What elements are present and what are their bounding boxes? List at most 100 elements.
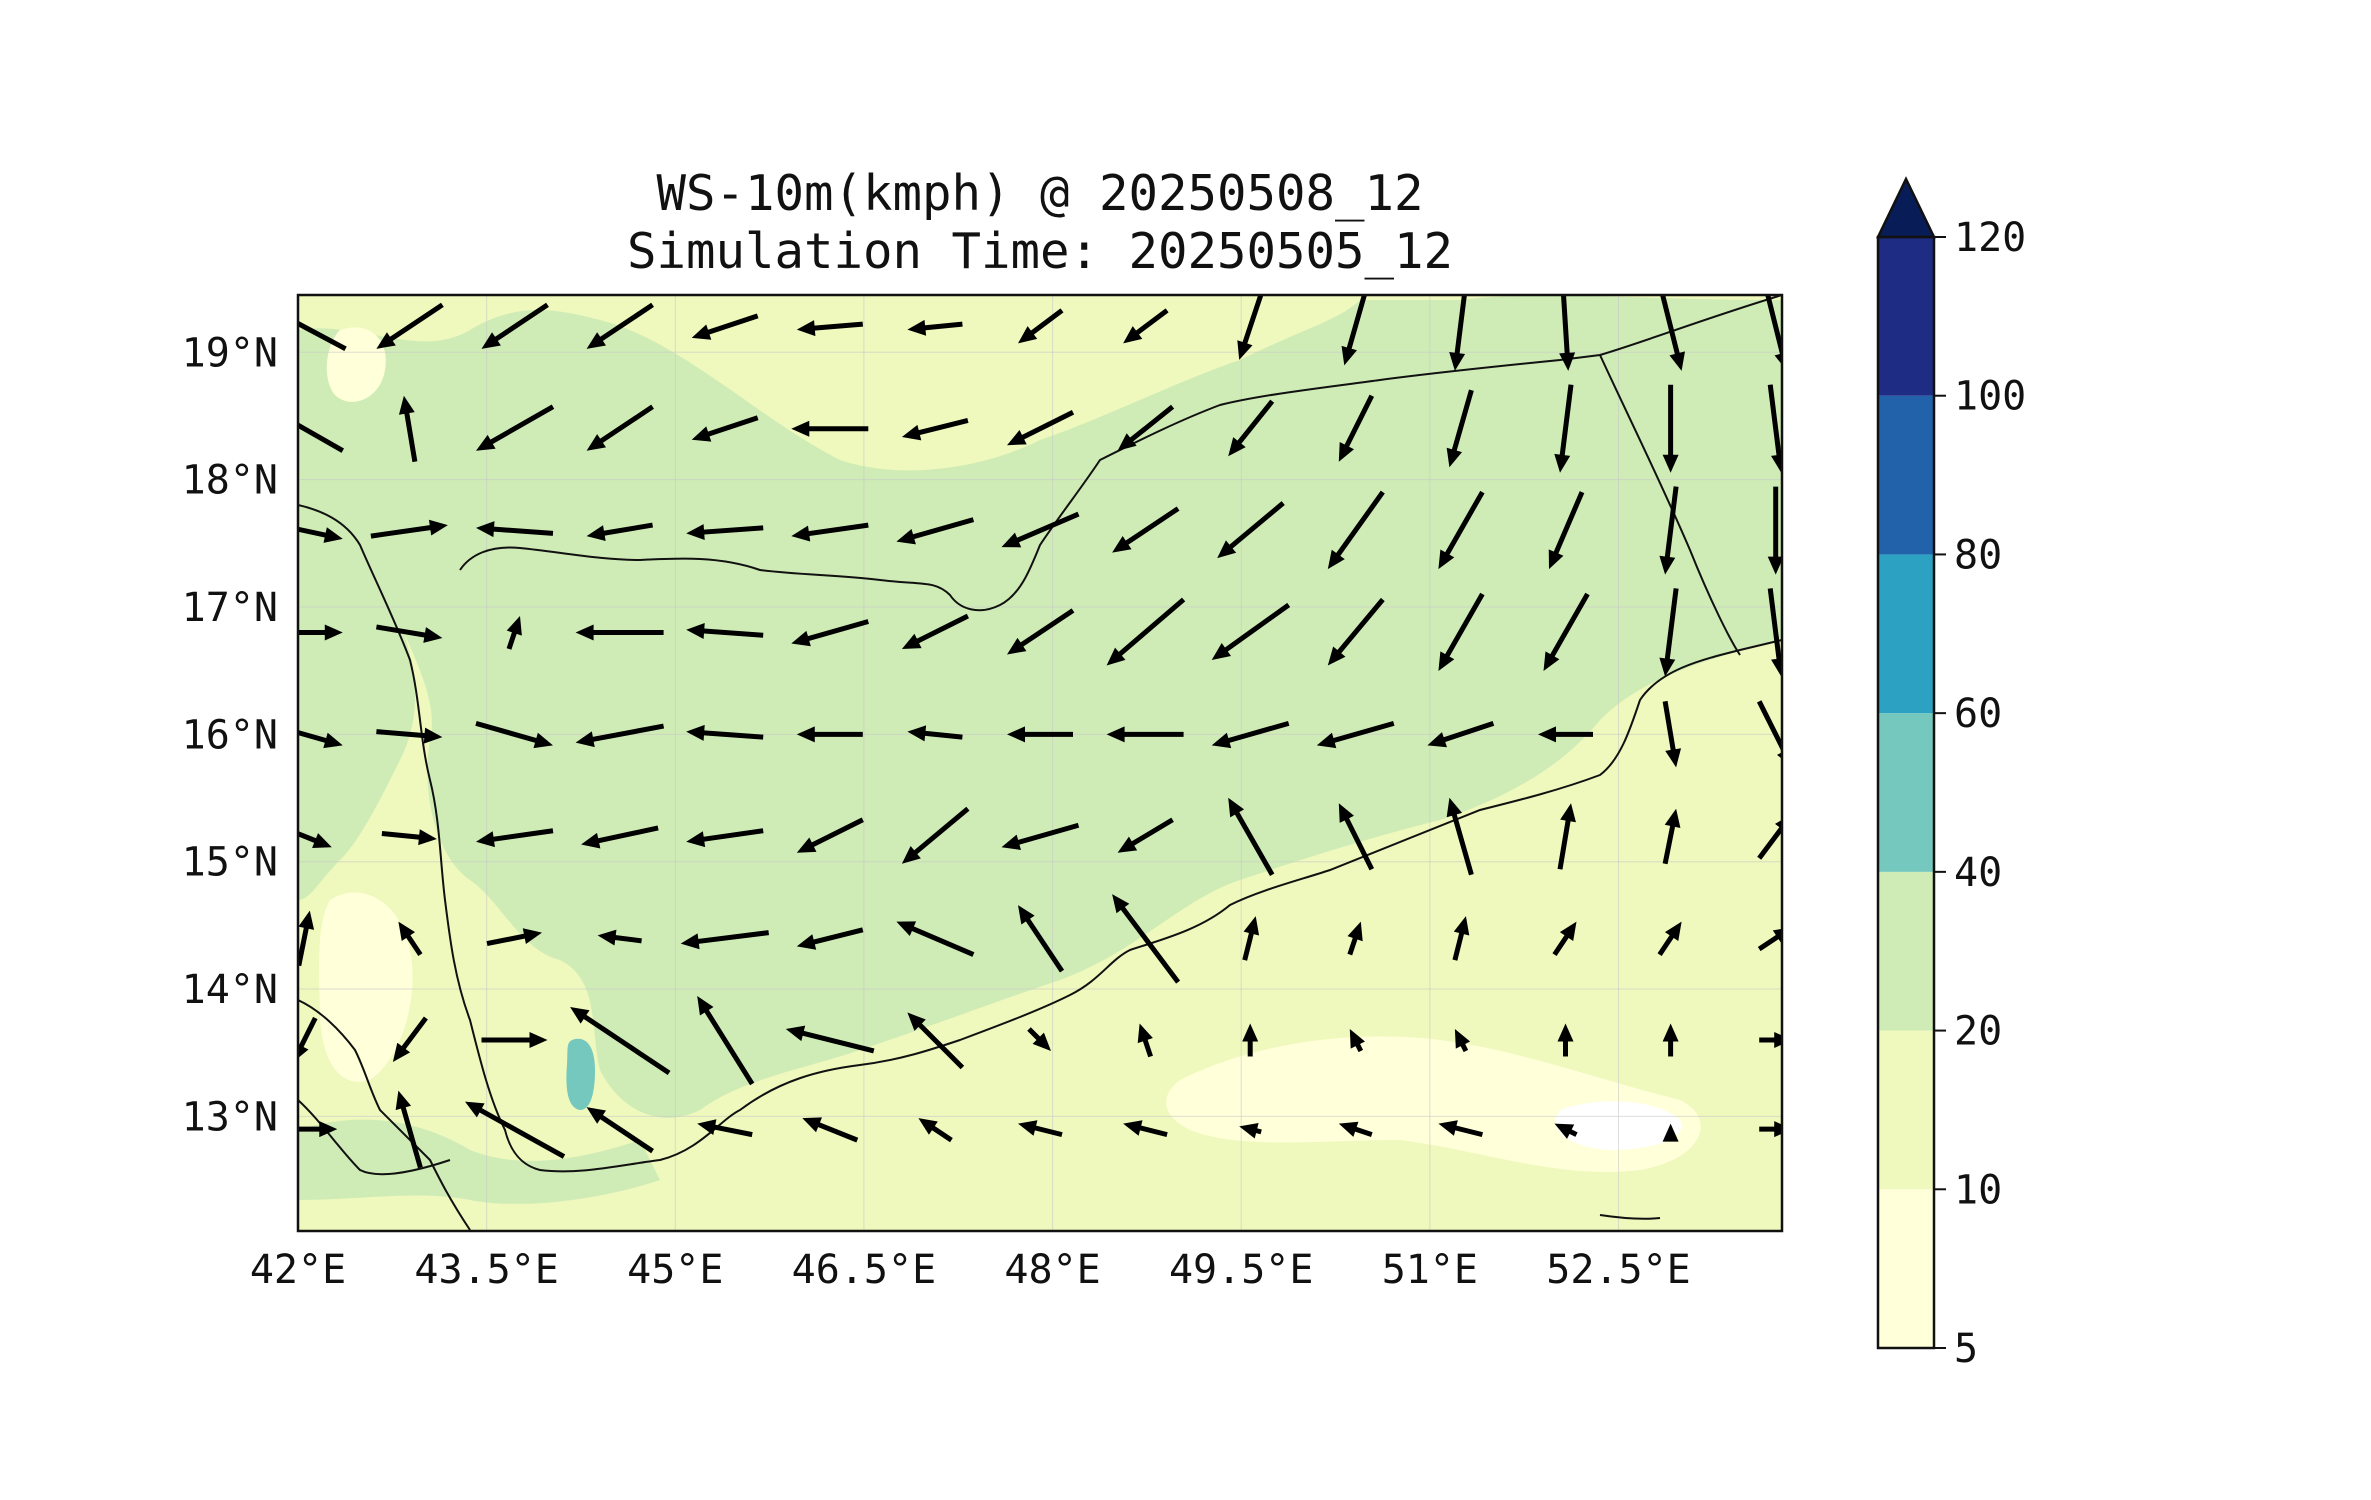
wind-arrow	[1757, 819, 1782, 860]
wind-arrow	[1239, 1122, 1262, 1139]
wind-arrow	[298, 320, 347, 352]
wind-arrow	[1349, 1028, 1366, 1053]
wind-arrow	[1446, 797, 1474, 876]
wind-arrow	[506, 615, 522, 650]
colorbar-frame	[1876, 235, 1936, 1350]
map-title-line2: Simulation Time: 20250505_12	[627, 223, 1453, 280]
colorbar-tick-label: 120	[1954, 215, 2026, 261]
wind-arrow	[1538, 726, 1594, 743]
wind-speed-shading	[298, 295, 1782, 1204]
wind-arrow	[1327, 490, 1385, 570]
x-tick-label: 46.5°E	[792, 1247, 937, 1293]
map-panel	[296, 293, 1784, 1233]
wind-arrow	[475, 720, 553, 749]
wind-arrow	[1211, 720, 1290, 749]
wind-arrow	[1327, 597, 1385, 666]
wind-arrow	[298, 729, 343, 749]
wind-arrow	[1338, 394, 1375, 462]
y-tick-label: 16°N	[182, 712, 278, 758]
wind-arrow	[298, 1016, 318, 1059]
colorbar-segment	[1878, 871, 1934, 1031]
x-tick-label: 45°E	[627, 1247, 723, 1293]
wind-arrow	[375, 624, 443, 643]
wind-arrow	[570, 1006, 671, 1076]
wind-arrow	[1001, 511, 1080, 548]
shade-region-20-40-north	[298, 295, 1782, 1118]
wind-arrow	[1112, 506, 1180, 553]
wind-arrow	[376, 302, 444, 349]
colorbar: 5 10 20 40 60 80 100 120	[1876, 176, 2026, 1372]
colorbar-extend-arrow	[1876, 176, 1936, 239]
wind-arrow	[796, 320, 864, 337]
wind-arrow	[918, 1118, 953, 1143]
wind-arrow	[1757, 928, 1782, 952]
wind-arrow	[680, 930, 770, 950]
wind-arrow	[298, 422, 345, 453]
wind-arrow	[1759, 1121, 1782, 1138]
wind-arrow	[1662, 700, 1682, 768]
wind-arrow	[686, 724, 764, 741]
graticule	[298, 295, 1782, 1231]
wind-arrow	[1106, 597, 1186, 666]
wind-arrow	[1554, 1123, 1578, 1139]
wind-arrow	[802, 1117, 859, 1143]
wind-arrow	[1123, 308, 1169, 344]
wind-arrow	[398, 921, 423, 956]
map-title-line1: WS-10m(kmph) @ 20250508_12	[656, 165, 1423, 222]
colorbar-tick-label: 60	[1954, 691, 2002, 737]
y-tick-label: 14°N	[182, 967, 278, 1013]
wind-arrow	[791, 619, 869, 647]
colorbar-segment	[1878, 237, 1934, 396]
x-tick-label: 43.5°E	[414, 1247, 559, 1293]
wind-arrow	[1117, 404, 1175, 451]
wind-arrow	[907, 319, 963, 336]
wind-arrow	[896, 517, 975, 545]
wind-arrow	[1557, 803, 1576, 870]
wind-arrow	[370, 519, 448, 539]
wind-arrow	[581, 825, 659, 849]
wind-arrow	[298, 624, 343, 641]
wind-arrow	[1438, 592, 1485, 671]
wind-arrow	[1018, 905, 1065, 973]
colorbar-segment	[1878, 1189, 1934, 1348]
wind-arrow	[392, 1016, 428, 1062]
wind-arrow	[796, 817, 864, 853]
wind-arrow	[1438, 1120, 1484, 1138]
border-yemen-oman	[1599, 354, 1741, 656]
wind-arrow	[1007, 608, 1075, 655]
wind-arrow	[697, 995, 755, 1086]
wind-arrow	[395, 1090, 423, 1169]
wind-arrow	[686, 623, 764, 639]
wind-arrow	[1338, 1121, 1373, 1137]
colorbar-segment	[1878, 395, 1934, 555]
wind-arrow	[796, 927, 864, 950]
wind-arrow	[1237, 295, 1264, 360]
x-tick-label: 51°E	[1382, 1247, 1478, 1293]
wind-arrow	[697, 1119, 753, 1138]
wind-arrow	[1543, 592, 1590, 671]
wind-arrow	[1001, 822, 1080, 850]
wind-arrow	[298, 831, 332, 848]
wind-arrow	[1659, 588, 1679, 677]
wind-arrow	[586, 522, 654, 542]
wind-arrow	[398, 395, 418, 463]
x-tick-label: 52.5°E	[1546, 1247, 1691, 1293]
shade-region-20-40-west	[298, 520, 415, 900]
wind-arrow	[298, 526, 343, 543]
wind-arrow	[1438, 490, 1485, 570]
x-tick-label: 48°E	[1004, 1247, 1100, 1293]
y-tick-label: 19°N	[182, 330, 278, 376]
wind-arrow	[796, 726, 863, 743]
wind-arrow	[575, 723, 665, 748]
wind-arrow	[486, 928, 542, 947]
wind-arrow	[475, 521, 554, 538]
coastline-somalia-east	[1599, 1214, 1661, 1220]
wind-arrow	[1548, 491, 1585, 570]
wind-vectors	[298, 295, 1782, 1169]
wind-arrow	[901, 418, 969, 441]
longitude-axis: 42°E 43.5°E 45°E 46.5°E 48°E 49.5°E 51°E 52.5°E	[250, 1247, 1691, 1293]
wind-arrow	[1112, 894, 1181, 984]
wind-arrow	[691, 313, 759, 340]
shade-region-20-40-south-band	[298, 1119, 660, 1204]
